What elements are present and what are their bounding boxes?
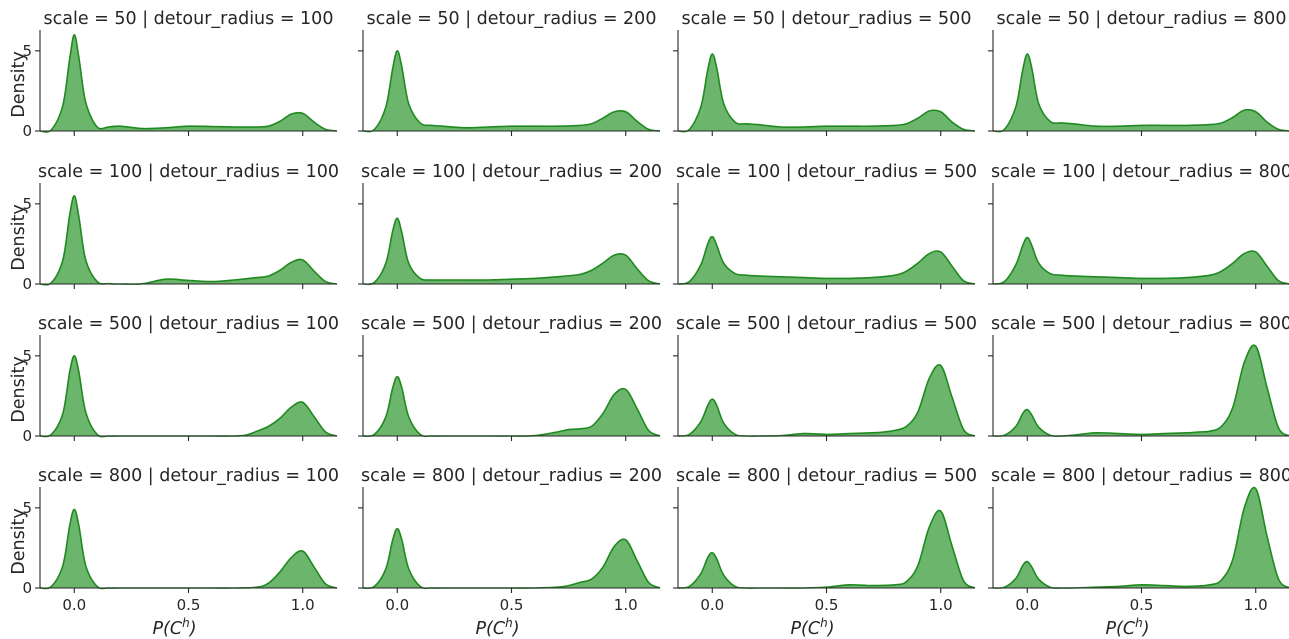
- x-tick-label: 0.0: [700, 596, 724, 614]
- kde-density-line: [992, 236, 1289, 285]
- x-tick-label: 0.5: [500, 596, 524, 614]
- kde-density-area: [678, 54, 975, 132]
- x-tick-label: 0.5: [1130, 596, 1154, 614]
- kde-density-area: [363, 50, 660, 132]
- x-axis-label: P(Ch): [475, 616, 519, 639]
- kde-density-line: [39, 34, 338, 133]
- x-tick-label: 1.0: [291, 596, 315, 614]
- kde-density-area: [993, 54, 1289, 132]
- panel-title: scale = 500 | detour_radius = 200: [361, 314, 662, 334]
- kde-density-area: [363, 218, 660, 285]
- facet-panel: scale = 800 | detour_radius = 800 0.0 0.5 1…: [988, 466, 1289, 639]
- panel-title: scale = 50 | detour_radius = 500: [682, 9, 972, 29]
- y-tick-label: 0: [22, 427, 32, 445]
- panel-title: scale = 500 | detour_radius = 500: [676, 314, 977, 334]
- y-tick-label: 0: [22, 579, 32, 597]
- panel-title: scale = 500 | detour_radius = 100: [38, 314, 339, 334]
- panel-title: scale = 800 | detour_radius = 200: [361, 466, 662, 486]
- panel-title: scale = 100 | detour_radius = 500: [676, 162, 977, 182]
- kde-density-line: [992, 486, 1289, 589]
- x-tick-label: 0.0: [62, 596, 86, 614]
- facet-panel: scale = 500 | detour_radius = 500: [673, 314, 977, 441]
- y-axis-label: Density: [9, 356, 29, 423]
- kde-density-area: [993, 487, 1289, 589]
- kde-density-area: [40, 195, 337, 285]
- panel-title: scale = 500 | detour_radius = 800: [991, 314, 1289, 334]
- y-tick-label: 5: [22, 499, 32, 517]
- y-tick-label: 0: [22, 275, 32, 293]
- kde-density-area: [678, 510, 975, 589]
- facet-panel: scale = 800 | detour_radius = 100 0 5 0.0 0.…: [9, 466, 339, 639]
- y-tick-label: 0: [22, 122, 32, 140]
- panel-title: scale = 50 | detour_radius = 200: [367, 9, 657, 29]
- facet-panel: scale = 100 | detour_radius = 500: [673, 162, 977, 289]
- kde-density-line: [992, 53, 1289, 133]
- x-axis-label: P(Ch): [790, 616, 834, 639]
- kde-density-line: [677, 53, 976, 133]
- kde-density-area: [993, 237, 1289, 284]
- x-axis-label: P(Ch): [1105, 616, 1149, 639]
- x-tick-label: 0.0: [385, 596, 409, 614]
- x-tick-label: 1.0: [614, 596, 638, 614]
- x-tick-label: 1.0: [1244, 596, 1268, 614]
- y-axis-label: Density: [9, 51, 29, 118]
- x-tick-label: 0.5: [815, 596, 839, 614]
- facet-panel: scale = 50 | detour_radius = 800: [988, 9, 1289, 136]
- kde-density-area: [993, 345, 1289, 437]
- kde-density-line: [39, 195, 338, 286]
- facet-panel: scale = 500 | detour_radius = 800: [988, 314, 1289, 441]
- facet-panel: scale = 100 | detour_radius = 200: [358, 162, 662, 289]
- kde-density-area: [363, 376, 660, 437]
- y-axis-label: Density: [9, 508, 29, 575]
- facet-panel: scale = 50 | detour_radius = 100 0 5Densit…: [9, 9, 338, 140]
- facet-panel: scale = 800 | detour_radius = 500 0.0 0.5 1…: [673, 466, 977, 639]
- x-tick-label: 0.5: [177, 596, 201, 614]
- y-tick-label: 5: [22, 195, 32, 213]
- panel-title: scale = 100 | detour_radius = 800: [991, 162, 1289, 182]
- x-tick-label: 1.0: [929, 596, 953, 614]
- panel-title: scale = 800 | detour_radius = 800: [991, 466, 1289, 486]
- x-axis-label: P(Ch): [152, 616, 196, 639]
- y-tick-label: 5: [22, 347, 32, 365]
- facet-panel: scale = 100 | detour_radius = 100 0 5Densi…: [9, 162, 339, 293]
- panel-title: scale = 50 | detour_radius = 800: [997, 9, 1287, 29]
- facet-panel: scale = 50 | detour_radius = 500: [673, 9, 976, 136]
- facet-panel: scale = 500 | detour_radius = 100 0 5Densi…: [9, 314, 339, 445]
- kde-density-area: [40, 34, 337, 132]
- kde-density-area: [678, 236, 975, 284]
- kde-density-line: [677, 235, 976, 285]
- kde-density-area: [40, 509, 337, 589]
- kde-density-line: [677, 363, 976, 437]
- panel-title: scale = 50 | detour_radius = 100: [44, 9, 334, 29]
- panel-title: scale = 800 | detour_radius = 500: [676, 466, 977, 486]
- kde-density-area: [40, 355, 337, 437]
- kde-density-area: [363, 528, 660, 589]
- panel-title: scale = 100 | detour_radius = 100: [38, 162, 339, 182]
- kde-density-area: [678, 364, 975, 437]
- facet-panel: scale = 500 | detour_radius = 200: [358, 314, 662, 441]
- y-tick-label: 5: [22, 42, 32, 60]
- kde-density-line: [362, 217, 661, 286]
- facet-panel: scale = 100 | detour_radius = 800: [988, 162, 1289, 289]
- kde-density-line: [362, 50, 661, 133]
- x-tick-label: 0.0: [1015, 596, 1039, 614]
- panel-title: scale = 100 | detour_radius = 200: [361, 162, 662, 182]
- y-axis-label: Density: [9, 204, 29, 271]
- kde-density-line: [992, 344, 1289, 437]
- facet-panel: scale = 800 | detour_radius = 200 0.0 0.5 1…: [358, 466, 662, 639]
- facet-panel: scale = 50 | detour_radius = 200: [358, 9, 661, 136]
- panel-title: scale = 800 | detour_radius = 100: [38, 466, 339, 486]
